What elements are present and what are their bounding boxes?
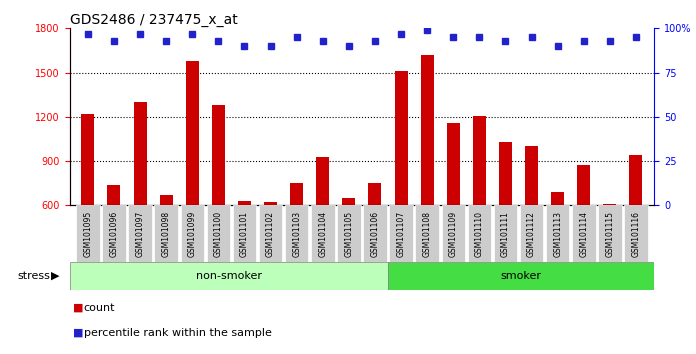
FancyBboxPatch shape xyxy=(388,262,654,290)
Text: GSM101095: GSM101095 xyxy=(84,211,93,257)
FancyBboxPatch shape xyxy=(155,205,178,262)
Bar xyxy=(212,105,225,294)
Bar xyxy=(264,202,277,294)
Text: GSM101114: GSM101114 xyxy=(579,211,588,257)
FancyBboxPatch shape xyxy=(207,205,230,262)
Bar xyxy=(134,102,147,294)
FancyBboxPatch shape xyxy=(520,205,544,262)
Text: GSM101105: GSM101105 xyxy=(345,211,354,257)
FancyBboxPatch shape xyxy=(128,205,152,262)
Bar xyxy=(499,142,512,294)
Bar xyxy=(525,146,538,294)
Bar xyxy=(81,114,95,294)
FancyBboxPatch shape xyxy=(493,205,517,262)
Text: GSM101097: GSM101097 xyxy=(136,211,145,257)
Text: stress: stress xyxy=(17,271,50,281)
Bar xyxy=(577,165,590,294)
Text: GDS2486 / 237475_x_at: GDS2486 / 237475_x_at xyxy=(70,13,237,27)
Text: GSM101110: GSM101110 xyxy=(475,211,484,257)
Text: non-smoker: non-smoker xyxy=(196,271,262,281)
Bar xyxy=(238,201,251,294)
Text: GSM101104: GSM101104 xyxy=(318,211,327,257)
Text: GSM101102: GSM101102 xyxy=(266,211,275,257)
Bar xyxy=(342,198,356,294)
Bar xyxy=(395,71,408,294)
FancyBboxPatch shape xyxy=(598,205,622,262)
Text: GSM101116: GSM101116 xyxy=(631,211,640,257)
Text: GSM101108: GSM101108 xyxy=(422,211,432,257)
Text: GSM101113: GSM101113 xyxy=(553,211,562,257)
Bar xyxy=(107,185,120,294)
Text: ▶: ▶ xyxy=(51,271,59,281)
FancyBboxPatch shape xyxy=(180,205,204,262)
FancyBboxPatch shape xyxy=(311,205,335,262)
FancyBboxPatch shape xyxy=(259,205,283,262)
FancyBboxPatch shape xyxy=(70,262,388,290)
Text: GSM101111: GSM101111 xyxy=(501,211,510,257)
Bar xyxy=(420,55,434,294)
Text: percentile rank within the sample: percentile rank within the sample xyxy=(84,328,271,338)
Text: GSM101101: GSM101101 xyxy=(240,211,249,257)
Text: GSM101107: GSM101107 xyxy=(397,211,406,257)
FancyBboxPatch shape xyxy=(572,205,596,262)
Bar xyxy=(603,204,617,294)
Bar xyxy=(473,116,486,294)
FancyBboxPatch shape xyxy=(624,205,648,262)
Text: GSM101098: GSM101098 xyxy=(161,211,171,257)
Bar xyxy=(447,124,460,294)
Bar xyxy=(159,195,173,294)
Text: GSM101096: GSM101096 xyxy=(109,211,118,257)
Text: GSM101100: GSM101100 xyxy=(214,211,223,257)
Text: ■: ■ xyxy=(73,303,84,313)
Text: GSM101112: GSM101112 xyxy=(527,211,536,257)
Bar xyxy=(290,183,303,294)
Text: GSM101109: GSM101109 xyxy=(449,211,458,257)
Text: GSM101103: GSM101103 xyxy=(292,211,301,257)
Text: GSM101106: GSM101106 xyxy=(370,211,379,257)
FancyBboxPatch shape xyxy=(468,205,491,262)
FancyBboxPatch shape xyxy=(232,205,256,262)
FancyBboxPatch shape xyxy=(441,205,465,262)
Text: count: count xyxy=(84,303,115,313)
FancyBboxPatch shape xyxy=(416,205,439,262)
FancyBboxPatch shape xyxy=(102,205,126,262)
Bar xyxy=(368,183,381,294)
FancyBboxPatch shape xyxy=(363,205,387,262)
Bar xyxy=(629,155,642,294)
FancyBboxPatch shape xyxy=(389,205,413,262)
Bar xyxy=(316,156,329,294)
FancyBboxPatch shape xyxy=(285,205,308,262)
FancyBboxPatch shape xyxy=(76,205,100,262)
Bar xyxy=(551,192,564,294)
FancyBboxPatch shape xyxy=(546,205,569,262)
Bar xyxy=(186,61,199,294)
Text: smoker: smoker xyxy=(501,271,542,281)
Text: GSM101099: GSM101099 xyxy=(188,211,197,257)
FancyBboxPatch shape xyxy=(337,205,361,262)
Text: GSM101115: GSM101115 xyxy=(606,211,615,257)
Text: ■: ■ xyxy=(73,328,84,338)
